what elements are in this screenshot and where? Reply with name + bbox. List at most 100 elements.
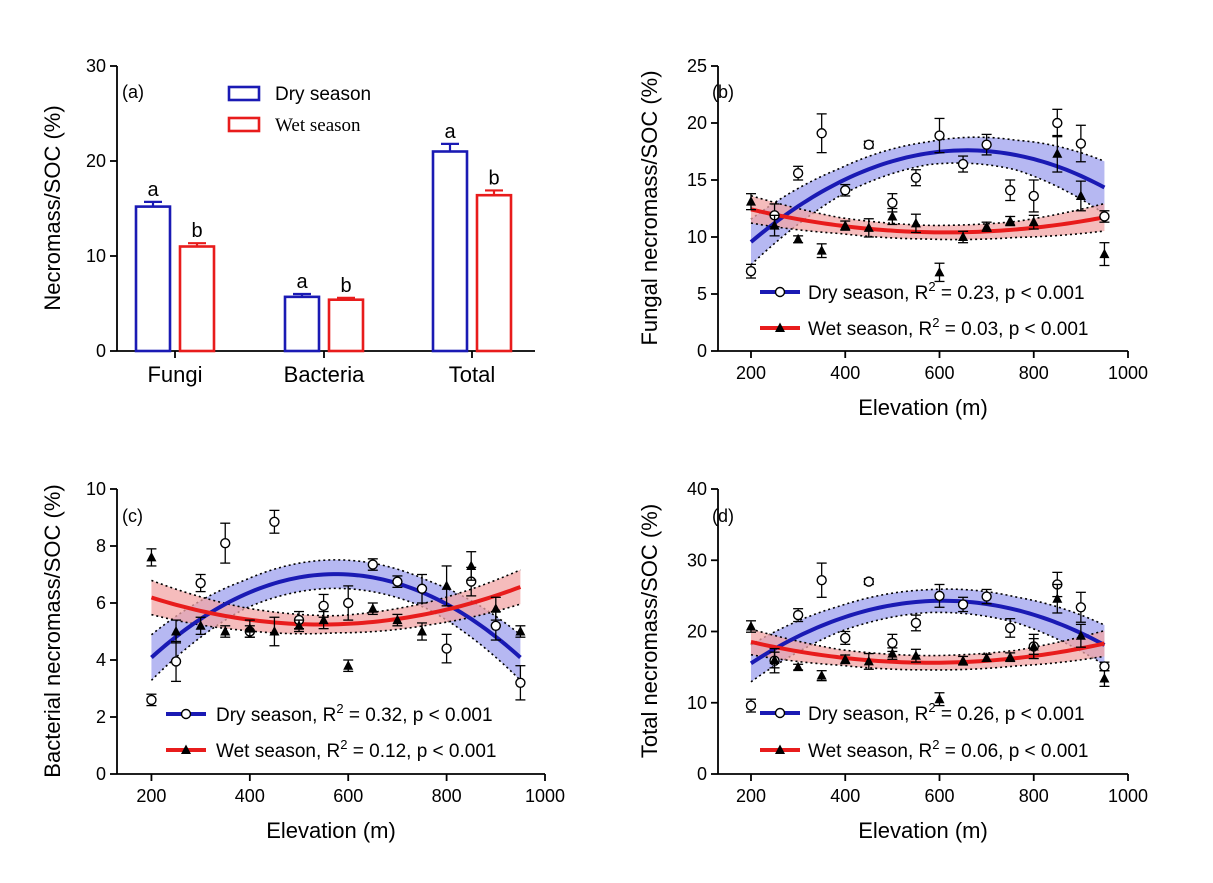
data-point-wet	[367, 603, 378, 613]
data-point-wet	[171, 626, 182, 636]
data-point-wet	[146, 551, 157, 562]
x-tick-label: 600	[333, 786, 363, 806]
data-point-wet	[745, 621, 756, 631]
data-point-wet	[417, 626, 428, 636]
data-point-dry	[816, 575, 827, 586]
data-point-wet	[269, 626, 280, 636]
legend-marker	[775, 744, 785, 754]
y-tick-label: 10	[86, 479, 106, 499]
y-axis-label: Necromass/SOC (%)	[40, 105, 65, 310]
data-point-dry	[910, 617, 922, 629]
data-point-wet	[466, 560, 477, 570]
data-point-dry	[957, 158, 969, 170]
data-point-dry	[981, 139, 992, 150]
data-point-dry	[1028, 190, 1039, 202]
confidence-upper	[750, 628, 1105, 657]
legend-marker	[180, 708, 192, 720]
data-point-dry	[392, 576, 403, 587]
data-point-dry	[490, 620, 502, 631]
significance-letter: a	[147, 179, 159, 201]
y-tick-label: 8	[96, 536, 106, 556]
panel-label: (a)	[122, 82, 144, 102]
data-point-wet	[1028, 216, 1039, 227]
data-point-wet	[840, 220, 851, 230]
significance-letter: a	[296, 271, 308, 293]
data-point-dry	[887, 197, 898, 209]
data-point-wet	[816, 245, 827, 255]
y-tick-label: 0	[697, 764, 707, 784]
x-tick-label: Fungi	[147, 362, 202, 387]
x-tick-label: 600	[924, 363, 954, 383]
y-tick-label: 30	[86, 56, 106, 76]
data-point-wet	[981, 221, 992, 231]
confidence-lower	[750, 222, 1105, 241]
data-point-wet	[1052, 593, 1063, 603]
bar	[475, 193, 513, 353]
data-point-dry	[792, 609, 804, 621]
panel-0: 0 10 20 30 Necromass/SOC (%) (a) Fungi Bacteria…	[40, 56, 535, 387]
legend-label: Wet season, R2 = 0.12, p < 0.001	[216, 737, 496, 762]
data-point-wet	[1052, 148, 1063, 158]
data-point-wet	[981, 652, 992, 662]
x-tick-label: 600	[924, 786, 954, 806]
fit-line	[750, 639, 1105, 665]
legend-marker	[774, 707, 786, 719]
y-axis-label: Fungal necromass/SOC (%)	[637, 70, 662, 345]
data-point-dry	[957, 599, 969, 610]
y-axis-label: Bacterial necromass/SOC (%)	[40, 484, 65, 777]
data-point-dry	[343, 597, 354, 609]
y-tick-label: 20	[687, 113, 707, 133]
data-point-wet	[1099, 673, 1110, 683]
fit-line	[749, 148, 1106, 244]
data-point-dry	[840, 185, 851, 196]
data-point-dry	[1004, 185, 1016, 196]
data-point-dry	[1099, 661, 1110, 672]
data-point-wet	[294, 620, 305, 630]
fit-line	[150, 585, 522, 627]
x-axis-label: Elevation (m)	[266, 818, 396, 843]
fit-line	[749, 598, 1106, 665]
legend-label: Dry season, R2 = 0.23, p < 0.001	[808, 279, 1085, 304]
y-tick-label: 10	[687, 227, 707, 247]
bar	[431, 150, 469, 353]
data-point-wet	[1005, 215, 1016, 226]
x-tick-label: 800	[1019, 786, 1049, 806]
data-point-wet	[515, 626, 526, 636]
data-point-dry	[934, 130, 945, 141]
data-point-wet	[910, 650, 921, 660]
panel-label: (c)	[122, 506, 143, 526]
data-point-dry	[792, 167, 804, 179]
legend-label: Dry season, R2 = 0.26, p < 0.001	[808, 700, 1085, 725]
panel-label: (d)	[712, 506, 734, 526]
confidence-upper	[750, 194, 1105, 227]
data-point-dry	[887, 637, 898, 649]
y-tick-label: 20	[86, 151, 106, 171]
bar	[327, 298, 365, 353]
data-point-dry	[367, 559, 379, 570]
confidence-band	[151, 559, 521, 681]
legend-swatch	[227, 85, 261, 102]
data-point-wet	[934, 693, 945, 704]
data-point-dry	[1075, 138, 1087, 149]
significance-letter: b	[488, 167, 499, 189]
panel-3: 0 10 20 30 40 Total necromass/SOC (%) (d) 200 40…	[637, 479, 1148, 843]
data-point-wet	[887, 648, 898, 658]
data-point-dry	[1099, 211, 1110, 222]
x-tick-label: 800	[1019, 363, 1049, 383]
fit-line	[150, 572, 522, 660]
x-tick-label: 400	[830, 786, 860, 806]
x-tick-label: 1000	[525, 786, 565, 806]
confidence-lower	[150, 587, 521, 681]
y-tick-label: 4	[96, 650, 106, 670]
data-point-wet	[910, 217, 921, 228]
data-point-dry	[1052, 117, 1063, 129]
y-tick-label: 6	[96, 593, 106, 613]
data-point-wet	[863, 655, 874, 666]
data-point-wet	[887, 210, 898, 221]
x-tick-label: 400	[235, 786, 265, 806]
data-point-dry	[840, 632, 851, 644]
y-tick-label: 0	[96, 764, 106, 784]
significance-letter: b	[191, 220, 202, 242]
x-tick-label: 200	[136, 786, 166, 806]
data-point-wet	[1099, 248, 1110, 259]
